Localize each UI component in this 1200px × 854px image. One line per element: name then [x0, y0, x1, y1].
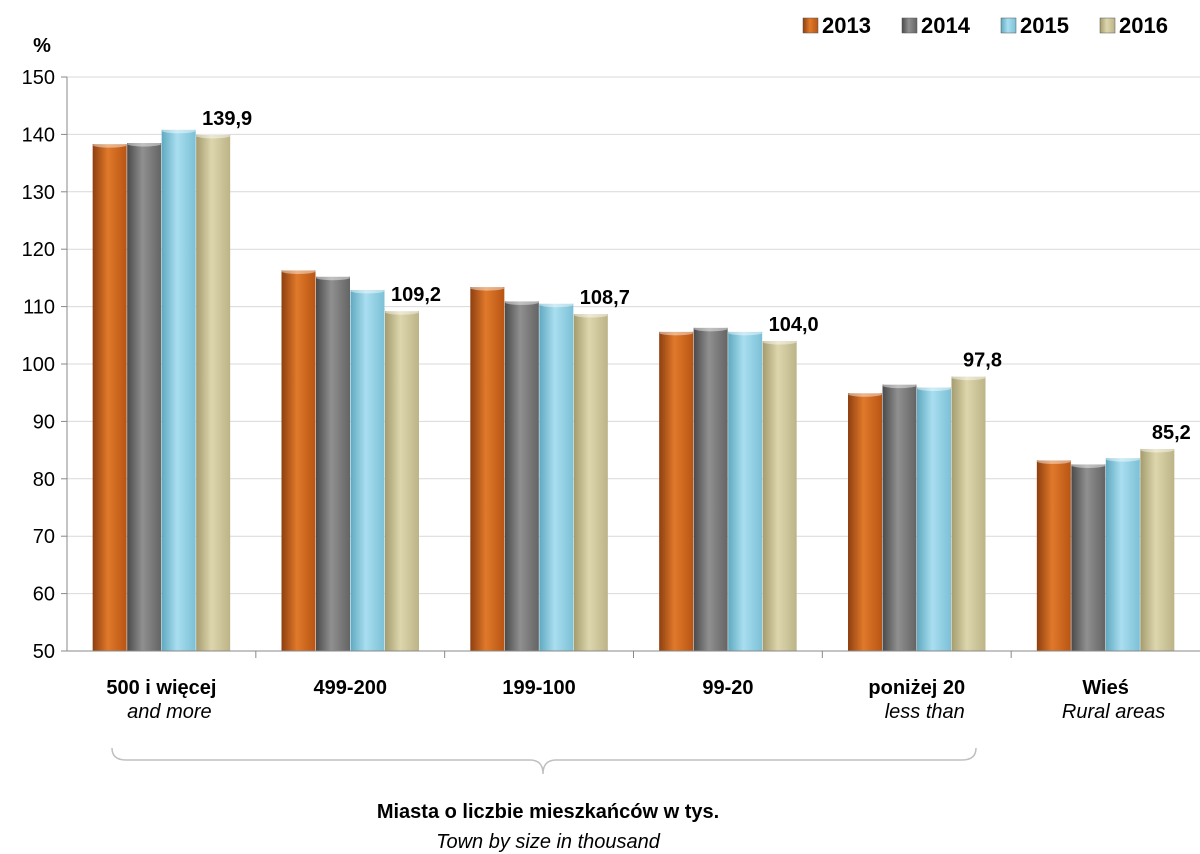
bar-highlight: [659, 330, 694, 336]
x-tick-sublabel-rural-areas: Rural areas: [1062, 701, 1165, 723]
legend-swatch-2016: [1099, 17, 1116, 34]
bar-highlight: [1105, 456, 1140, 462]
legend-swatch-2014: [901, 17, 918, 34]
gridlines: [67, 76, 1200, 595]
bar-2015-99-20: [728, 331, 763, 651]
x-tick-label-99-20: 99-20: [702, 677, 753, 699]
y-tick-label: 130: [22, 182, 55, 204]
bar-highlight: [281, 268, 316, 274]
bar-highlight: [161, 128, 196, 134]
bar-highlight: [1140, 447, 1175, 453]
bar-2014-199-100: [504, 301, 539, 651]
x-tick-label-199-100: 199-100: [502, 677, 575, 699]
y-tick-label: 120: [22, 239, 55, 261]
legend-swatch-2013: [802, 17, 819, 34]
bar-2013-499-200: [281, 270, 316, 651]
bar-2013-ponizej-20: [848, 393, 882, 651]
bar-2016-500-i-wiecej: [196, 134, 231, 651]
y-tick-label: 100: [22, 354, 55, 376]
bar-highlight: [917, 386, 951, 392]
bar-2016-499-200: [385, 311, 419, 651]
bar-2016-ponizej-20: [951, 376, 986, 651]
bar-2015-500-i-wiecej: [161, 129, 196, 652]
bar-highlight: [693, 326, 728, 332]
y-axis: 50 60 70 80 90 100 110 120 130 140 150: [22, 67, 68, 663]
bar-highlight: [316, 275, 350, 281]
bar-2014-499-200: [316, 276, 350, 651]
bar-2013-wies: [1036, 460, 1071, 651]
bar-highlight: [350, 288, 385, 294]
bar-highlight: [762, 339, 797, 345]
bar-2015-ponizej-20: [917, 387, 951, 651]
x-tick-label-499-200: 499-200: [314, 677, 387, 699]
bar-highlight: [728, 330, 763, 336]
y-tick-label: 80: [33, 469, 55, 491]
bar-2015-199-100: [539, 303, 574, 651]
y-tick-label: 90: [33, 411, 55, 433]
bar-highlight: [573, 312, 608, 318]
x-tick-label-500-i-wiecej: 500 i więcej: [106, 677, 216, 699]
bar-2016-199-100: [573, 314, 608, 651]
bar-2016-wies: [1140, 448, 1175, 651]
category-group-brace: [111, 747, 977, 775]
y-tick-label: 140: [22, 124, 55, 146]
bar-highlight: [539, 302, 574, 308]
data-label-499-200: 109,2: [391, 284, 441, 306]
x-tick-label-ponizej-20: poniżej 20: [868, 677, 965, 699]
data-label-500-i-wiecej: 139,9: [202, 108, 252, 130]
bar-highlight: [951, 375, 986, 381]
bar-2015-499-200: [350, 289, 385, 651]
legend: 2013 2014 2015 2016: [802, 13, 1168, 38]
y-tick-label: 110: [23, 297, 55, 319]
data-labels: 139,9 109,2 108,7 104,0 97,8 85,2: [202, 108, 1191, 444]
bar-highlight: [470, 285, 505, 291]
x-axis-title: Miasta o liczbie mieszkańców w tys.: [377, 801, 719, 823]
bar-2014-99-20: [693, 327, 728, 651]
y-axis-title: %: [33, 35, 51, 57]
bar-2014-500-i-wiecej: [127, 143, 162, 651]
bar-highlight: [1036, 458, 1071, 464]
x-tick-sublabel-and-more: and more: [127, 701, 212, 723]
y-tick-label: 60: [33, 584, 55, 606]
bar-highlight: [882, 383, 917, 389]
bar-highlight: [196, 133, 231, 139]
bars: [92, 128, 1175, 652]
bar-2013-99-20: [659, 331, 694, 651]
x-tick-sublabel-less-than: less than: [885, 701, 965, 723]
bar-2014-ponizej-20: [882, 384, 917, 651]
legend-label-2014: 2014: [921, 13, 971, 38]
bar-2013-500-i-wiecej: [92, 144, 127, 651]
data-label-99-20: 104,0: [769, 314, 819, 336]
bar-highlight: [127, 141, 162, 147]
bar-2014-wies: [1071, 464, 1106, 651]
y-tick-label: 150: [22, 67, 55, 89]
data-label-199-100: 108,7: [580, 287, 630, 309]
data-label-ponizej-20: 97,8: [963, 350, 1002, 372]
data-label-wies: 85,2: [1152, 422, 1191, 444]
bar-highlight: [504, 299, 539, 305]
bar-highlight: [92, 142, 127, 148]
legend-label-2016: 2016: [1119, 13, 1168, 38]
legend-swatch-2015: [1000, 17, 1017, 34]
bar-2013-199-100: [470, 287, 505, 651]
y-tick-label: 70: [33, 526, 55, 548]
bar-highlight: [848, 391, 882, 397]
x-axis-subtitle: Town by size in thousand: [436, 831, 661, 853]
y-tick-label: 50: [33, 641, 55, 663]
bar-highlight: [385, 309, 419, 315]
x-tick-label-wies: Wieś: [1082, 677, 1129, 699]
legend-label-2015: 2015: [1020, 13, 1069, 38]
bar-highlight: [1071, 462, 1106, 468]
bar-2015-wies: [1105, 458, 1140, 651]
bar-2016-99-20: [762, 341, 797, 651]
legend-label-2013: 2013: [822, 13, 871, 38]
